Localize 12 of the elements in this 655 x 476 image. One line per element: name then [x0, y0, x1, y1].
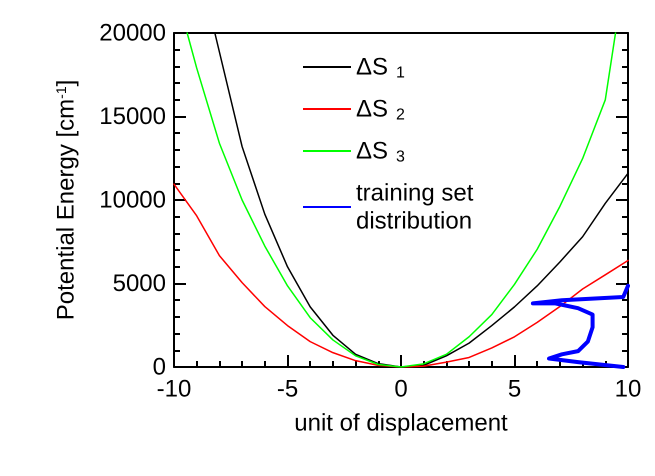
x-tick-label: -5 — [276, 376, 298, 402]
y-tick-label: 5000 — [112, 270, 166, 297]
y-tick-label: 15000 — [99, 103, 166, 130]
x-tick-label: 10 — [614, 376, 642, 402]
y-tick-label: 10000 — [99, 186, 166, 214]
x-tick-label: 0 — [394, 376, 408, 402]
line-series — [530, 284, 630, 369]
legend-label: training set distribution — [356, 180, 480, 234]
x-tick-label: 5 — [508, 376, 522, 402]
y-tick-label: 20000 — [99, 20, 166, 46]
x-axis-title: unit of displacement — [294, 410, 508, 436]
y-axis-title: Potential Energy [cm-1] — [52, 80, 80, 320]
